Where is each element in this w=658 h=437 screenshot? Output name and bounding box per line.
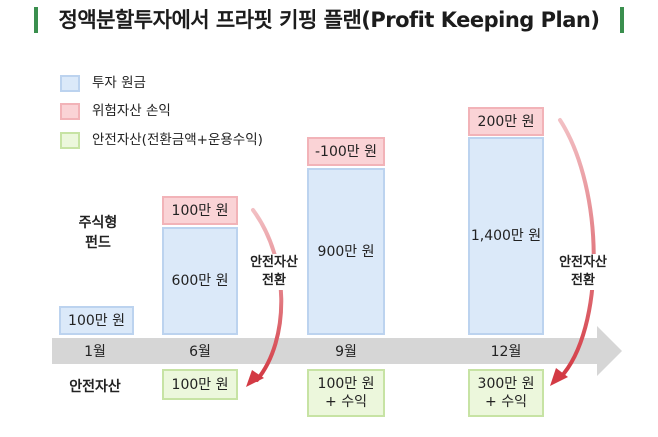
principal-box-dec: 1,400만 원 [468, 137, 544, 335]
transfer-arrow-dec [558, 118, 596, 380]
principal-box-sep: 900만 원 [307, 168, 385, 335]
safe-box-dec: 300만 원 + 수익 [468, 369, 544, 417]
pnl-box-sep: -100만 원 [307, 137, 385, 166]
title-accent-right [620, 7, 624, 33]
legend-swatch-principal [60, 75, 80, 92]
month-label-12: 12월 [490, 344, 522, 360]
transfer-label-dec: 안전자산 전환 [552, 254, 614, 290]
safe-box-jun: 100만 원 [162, 369, 238, 400]
title-accent-left [34, 7, 38, 33]
month-label-6: 6월 [189, 344, 211, 360]
legend-swatch-pnl [60, 103, 80, 120]
transfer-label-jun: 안전자산 전환 [243, 254, 305, 290]
pnl-box-jun: 100만 원 [162, 196, 238, 225]
legend-label-principal: 투자 원금 [92, 75, 146, 91]
safe-box-sep: 100만 원 + 수익 [307, 369, 385, 417]
pnl-box-dec: 200만 원 [468, 107, 544, 136]
row-label-safe: 안전자산 [69, 379, 121, 395]
legend-label-pnl: 위험자산 손익 [92, 103, 171, 119]
legend-swatch-safe [60, 132, 80, 149]
month-label-1: 1월 [84, 344, 106, 360]
legend-label-safe: 안전자산(전환금액+운용수익) [92, 132, 263, 148]
row-label-fund: 주식형 펀드 [78, 215, 118, 251]
principal-box-jan: 100만 원 [59, 306, 134, 335]
page-title: 정액분할투자에서 프라핏 키핑 플랜(Profit Keeping Plan) [58, 8, 600, 32]
month-label-9: 9월 [335, 344, 357, 360]
transfer-arrow-jun [251, 208, 284, 382]
principal-box-jun: 600만 원 [162, 227, 238, 335]
